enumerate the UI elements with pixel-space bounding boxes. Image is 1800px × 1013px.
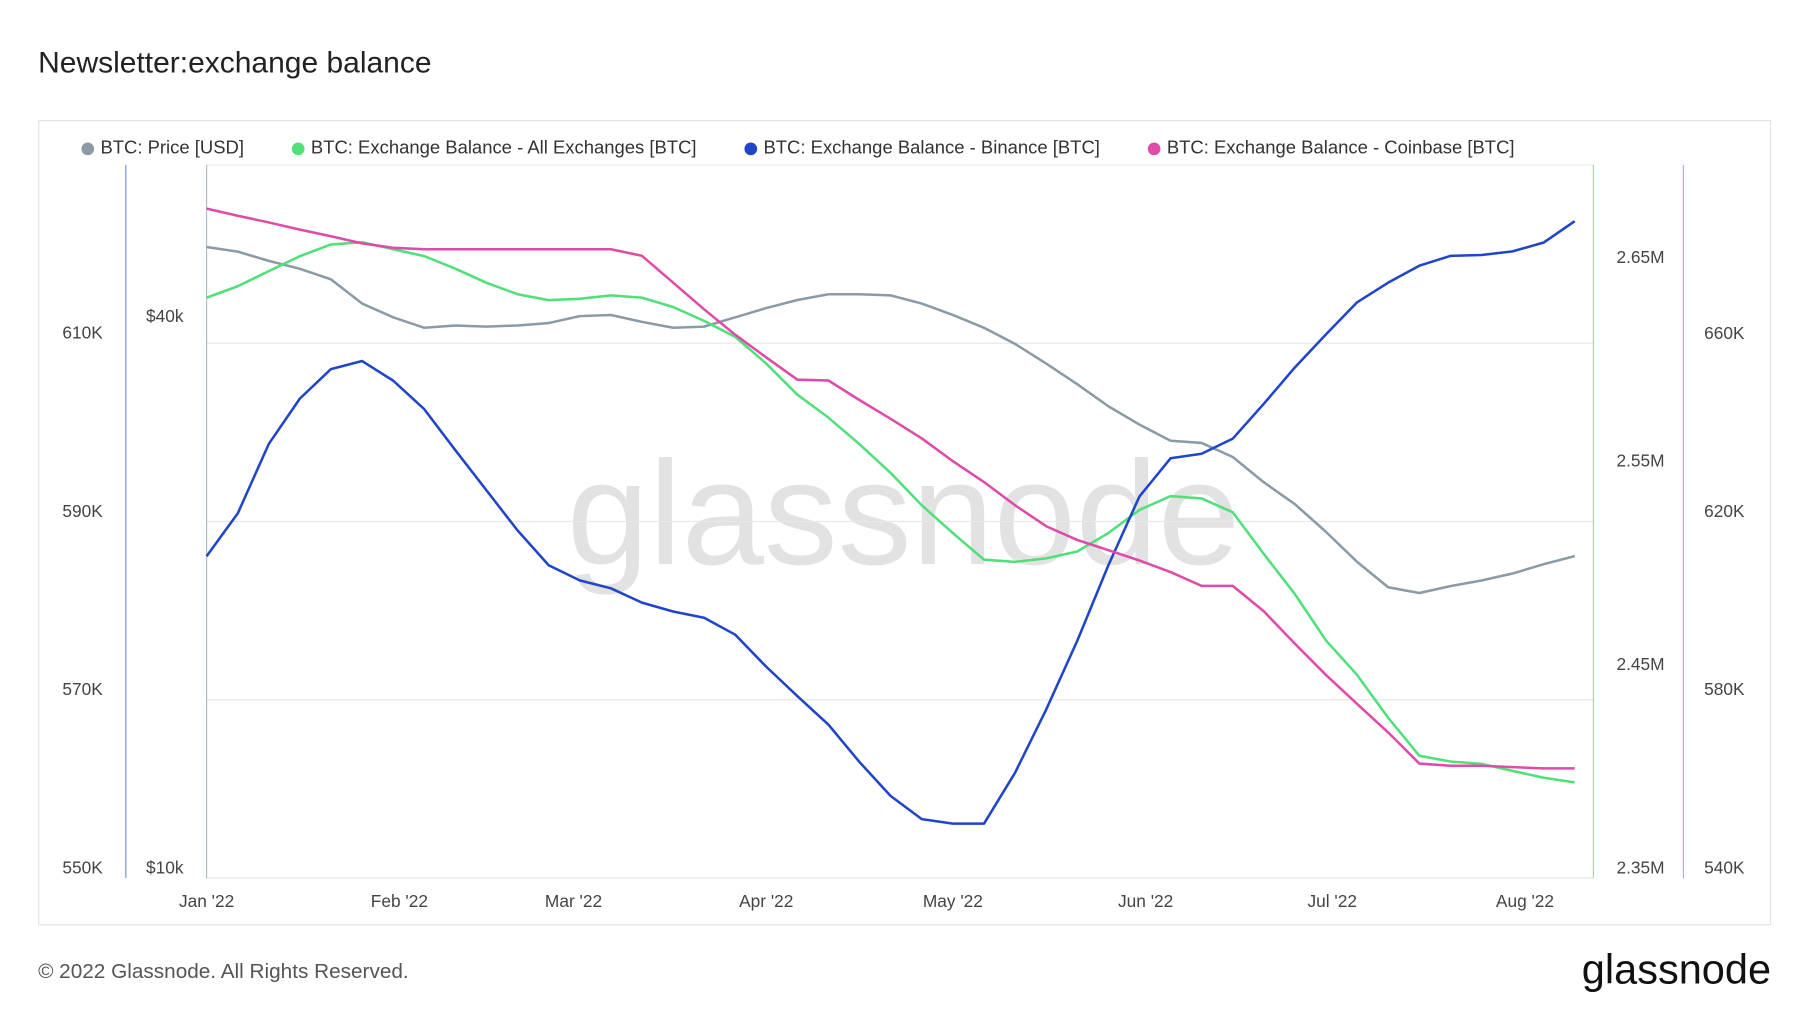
chart-panel [38,119,1772,926]
legend-item: BTC: Exchange Balance - Binance [BTC] [744,137,1100,158]
legend-label: BTC: Exchange Balance - Binance [BTC] [763,137,1099,158]
legend-marker [1147,142,1161,156]
y-tick-label: 2.55M [1616,450,1664,470]
series-line [206,207,1575,770]
y-tick-label: 2.35M [1616,857,1664,877]
y-tick-label: 2.65M [1616,247,1664,267]
legend-label: BTC: Price [USD] [100,137,244,158]
series-line [205,220,1576,825]
y-tick-label: $10k [146,857,184,877]
x-tick-label: Jun '22 [1118,891,1173,911]
y-tick-label: 590K [62,501,103,521]
series-line [206,241,1575,784]
copyright: © 2022 Glassnode. All Rights Reserved. [38,960,409,983]
x-tick-label: Aug '22 [1496,891,1554,911]
y-tick-label: 570K [62,679,103,699]
x-tick-label: Feb '22 [371,891,428,911]
legend-item: BTC: Exchange Balance - Coinbase [BTC] [1147,137,1515,158]
y-tick-label: 660K [1704,323,1745,343]
x-tick-label: May '22 [923,891,983,911]
x-tick-label: Mar '22 [545,891,602,911]
y-tick-label: 2.45M [1616,654,1664,674]
y-tick-label: 540K [1704,857,1745,877]
legend-marker [291,142,305,156]
series-line [206,245,1576,595]
y-tick-label: $40k [146,306,184,326]
legend-item: BTC: Price [USD] [81,137,244,158]
x-tick-label: Jan '22 [179,891,234,911]
x-tick-label: Apr '22 [739,891,793,911]
watermark: glassnode [567,431,1240,596]
legend-label: BTC: Exchange Balance - All Exchanges [B… [311,137,697,158]
y-tick-label: 550K [62,857,103,877]
y-tick-label: 610K [62,323,103,343]
x-tick-label: Jul '22 [1307,891,1356,911]
y-tick-label: 620K [1704,501,1745,521]
chart-title: Newsletter:exchange balance [38,47,431,80]
y-tick-label: 580K [1704,679,1745,699]
legend-label: BTC: Exchange Balance - Coinbase [BTC] [1167,137,1515,158]
legend-marker [744,142,758,156]
legend-item: BTC: Exchange Balance - All Exchanges [B… [291,137,697,158]
legend-marker [81,142,95,156]
footer-logo: glassnode [1582,946,1771,993]
